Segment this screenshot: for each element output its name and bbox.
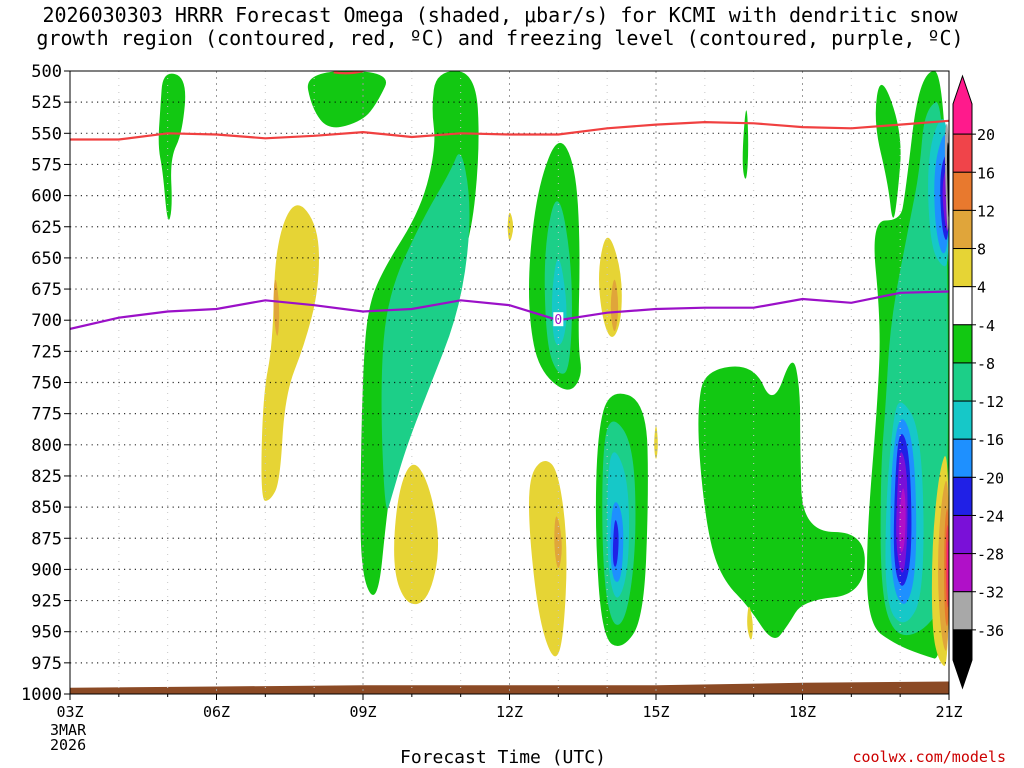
x-tick-label: 12Z [496,703,523,721]
y-tick-label: 825 [31,467,62,487]
site-credit[interactable]: coolwx.com/models [852,748,1006,766]
y-tick-label: 575 [31,155,62,175]
grid-layer [70,71,949,694]
colorbar-label: 4 [977,279,986,297]
start-date-label: 3MAR 2026 [50,723,86,753]
colorbar-swatch-bottom [952,629,973,690]
x-axis: 03Z 06Z 09Z 12Z 15Z 18Z 21Z [56,694,963,721]
omega-region-0 [158,73,186,220]
colorbar-swatch-top [952,74,973,135]
omega-region-20 [612,520,619,567]
colorbar-label: -24 [977,507,1004,525]
omega-region-37 [610,279,619,332]
terrain-fill [70,681,949,694]
colorbar: 20 16 12 8 4 -4 -8 -12 -16 -20 -24 -28 -32 -36 [952,74,1004,690]
y-tick-label: 675 [31,280,62,300]
y-tick-label: 725 [31,342,62,362]
contour-lines: 0 [70,71,949,330]
omega-region-33 [529,461,567,657]
colorbar-swatch [952,553,973,593]
y-tick-label: 625 [31,218,62,238]
omega-region-4 [742,110,749,179]
omega-region-38 [554,516,562,568]
freezing-level-label: 0 [554,313,562,328]
omega-region-30 [599,237,622,337]
x-tick-label: 15Z [642,703,669,721]
colorbar-label: -20 [977,469,1004,487]
y-axis: 500 525 550 575 600 625 650 675 700 725 750 775 800 8… [21,62,70,705]
y-tick-label: 525 [31,93,62,113]
x-tick-label: 21Z [935,703,962,721]
omega-region-9 [381,154,470,510]
y-tick-label: 850 [31,498,62,518]
chart-title-line2: growth region (contoured, red, ºC) and f… [36,26,964,50]
start-date-year: 2026 [50,736,87,754]
colorbar-label: -36 [977,622,1004,640]
y-tick-label: 900 [31,560,62,580]
colorbar-swatch [952,209,973,250]
colorbar-swatch [952,133,973,173]
colorbar-label: 16 [977,164,995,182]
x-tick-label: 09Z [349,703,376,721]
freezing-level-label-bg [553,312,564,327]
start-date-month: 3MAR [50,721,87,739]
colorbar-label: -4 [977,317,995,335]
omega-region-36 [273,279,280,336]
y-tick-label: 950 [31,623,62,643]
y-tick-label: 700 [31,311,62,331]
colorbar-label: 20 [977,126,995,144]
freezing-level-line [70,290,949,330]
omega-region-32 [394,464,439,605]
x-tick-label: 18Z [789,703,816,721]
x-tick-label: 06Z [203,703,230,721]
y-tick-label: 775 [31,405,62,425]
y-tick-label: 550 [31,124,62,144]
chart-title-line1: 2026030303 HRRR Forecast Omega (shaded, … [42,3,958,27]
x-tick-label: 03Z [56,703,83,721]
colorbar-label: -28 [977,546,1004,564]
colorbar-label: -8 [977,355,995,373]
omega-region-31 [654,426,658,459]
omega-shading [158,71,949,667]
colorbar-label: -12 [977,393,1004,411]
omega-region-25 [899,488,906,553]
colorbar-swatch [952,400,973,440]
y-tick-label: 600 [31,187,62,207]
omega-region-5 [875,84,901,218]
colorbar-swatch [952,514,973,555]
y-tick-label: 925 [31,592,62,612]
colorbar-label: 8 [977,241,986,259]
colorbar-swatch [952,362,973,402]
colorbar-label: -32 [977,584,1004,602]
x-axis-title: Forecast Time (UTC) [400,747,606,768]
colorbar-swatch [952,248,973,288]
y-tick-label: 750 [31,374,62,394]
omega-region-7 [698,362,865,638]
colorbar-label: -16 [977,431,1004,449]
dendritic-growth-line [70,119,949,141]
y-tick-label: 800 [31,436,62,456]
y-tick-label: 1000 [21,685,62,705]
omega-region-28 [261,205,319,501]
colorbar-swatch [952,286,973,326]
omega-region-1 [307,71,387,128]
y-tick-label: 650 [31,249,62,269]
y-tick-label: 975 [31,654,62,674]
colorbar-label: 12 [977,202,995,220]
y-tick-label: 875 [31,529,62,549]
chart-title: 2026030303 HRRR Forecast Omega (shaded, … [0,4,1000,50]
terrain-layer [70,681,949,694]
colorbar-swatch [952,438,973,478]
colorbar-swatch [952,476,973,516]
y-tick-label: 500 [31,62,62,82]
colorbar-swatch [952,171,973,211]
dendritic-growth-line-top [333,71,364,75]
colorbar-swatch [952,324,973,364]
colorbar-swatch [952,591,973,631]
